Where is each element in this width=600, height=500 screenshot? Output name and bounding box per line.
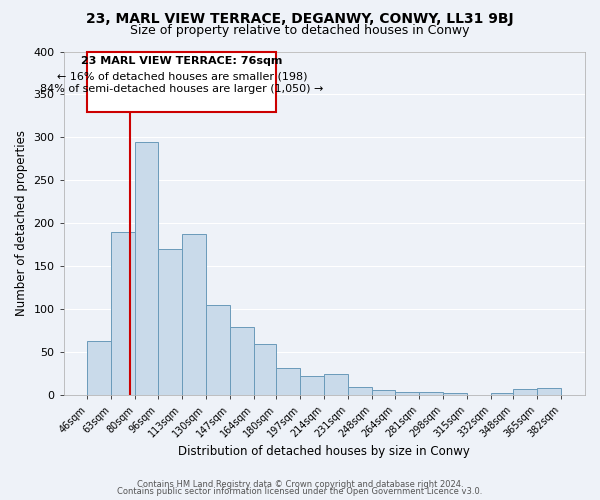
Bar bbox=[325, 374, 349, 395]
Bar bbox=[158, 249, 182, 395]
Bar bbox=[254, 344, 277, 395]
Bar bbox=[182, 234, 206, 395]
Text: ← 16% of detached houses are smaller (198): ← 16% of detached houses are smaller (19… bbox=[56, 72, 307, 82]
Bar bbox=[538, 388, 562, 395]
Bar bbox=[373, 390, 395, 395]
Text: Contains public sector information licensed under the Open Government Licence v3: Contains public sector information licen… bbox=[118, 488, 482, 496]
Bar bbox=[88, 341, 112, 395]
Bar bbox=[206, 305, 230, 395]
Bar bbox=[491, 392, 514, 395]
Text: Contains HM Land Registry data © Crown copyright and database right 2024.: Contains HM Land Registry data © Crown c… bbox=[137, 480, 463, 489]
Bar bbox=[230, 327, 254, 395]
Text: 84% of semi-detached houses are larger (1,050) →: 84% of semi-detached houses are larger (… bbox=[40, 84, 323, 94]
Bar bbox=[88, 52, 277, 112]
Text: 23, MARL VIEW TERRACE, DEGANWY, CONWY, LL31 9BJ: 23, MARL VIEW TERRACE, DEGANWY, CONWY, L… bbox=[86, 12, 514, 26]
Bar bbox=[395, 392, 419, 395]
Bar bbox=[136, 142, 158, 395]
Y-axis label: Number of detached properties: Number of detached properties bbox=[15, 130, 28, 316]
Text: 23 MARL VIEW TERRACE: 76sqm: 23 MARL VIEW TERRACE: 76sqm bbox=[81, 56, 283, 66]
Bar bbox=[419, 392, 443, 395]
Bar bbox=[277, 368, 301, 395]
Bar bbox=[514, 389, 538, 395]
Bar bbox=[349, 388, 373, 395]
Bar bbox=[301, 376, 325, 395]
Bar bbox=[443, 394, 467, 395]
Text: Size of property relative to detached houses in Conwy: Size of property relative to detached ho… bbox=[130, 24, 470, 37]
Bar bbox=[112, 232, 136, 395]
X-axis label: Distribution of detached houses by size in Conwy: Distribution of detached houses by size … bbox=[178, 444, 470, 458]
